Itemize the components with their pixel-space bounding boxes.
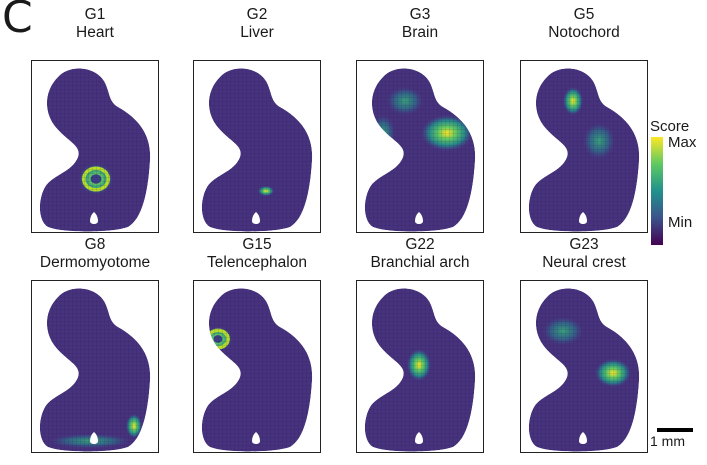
tile-title: G23 Neural crest	[520, 236, 648, 274]
tile-g2: G2 Liver	[193, 6, 321, 233]
section-notch	[90, 432, 98, 444]
tile-g3: G3 Brain	[356, 6, 484, 233]
scale-bar-label: 1 mm	[650, 433, 685, 449]
tile-title: G1 Heart	[31, 6, 159, 44]
embryo-heatmap	[201, 68, 313, 232]
tile-title: G15 Telencephalon	[193, 236, 321, 274]
gene-id: G23	[569, 236, 599, 253]
section-notch	[415, 212, 423, 224]
tissue-label: Neural crest	[542, 254, 626, 271]
section-notch	[579, 212, 587, 224]
section-notch	[252, 432, 260, 444]
embryo-heatmap	[528, 288, 640, 452]
pixel-grid	[364, 68, 476, 232]
pixel-grid	[201, 68, 313, 232]
tissue-label: Branchial arch	[370, 254, 470, 271]
gene-id: G1	[84, 6, 106, 23]
embryo-heatmap	[39, 288, 151, 452]
tissue-label: Dermomyotome	[39, 254, 151, 271]
tile-g8: G8 Dermomyotome	[31, 236, 159, 453]
tile-g15: G15 Telencephalon	[193, 236, 321, 453]
tissue-map	[31, 60, 159, 233]
pixel-grid	[39, 68, 151, 232]
tissue-map	[520, 280, 648, 453]
panel-letter: C	[2, 0, 33, 43]
tissue-label: Telencephalon	[207, 254, 307, 271]
legend-max-label: Max	[668, 134, 697, 151]
section-notch	[415, 432, 423, 444]
pixel-grid	[528, 68, 640, 232]
tissue-map	[31, 280, 159, 453]
gene-id: G22	[405, 236, 435, 253]
tile-title: G3 Brain	[356, 6, 484, 44]
tissue-map	[356, 60, 484, 233]
tissue-map	[520, 60, 648, 233]
tile-g5: G5 Notochord	[520, 6, 648, 233]
embryo-heatmap	[201, 288, 313, 452]
tile-title: G8 Dermomyotome	[31, 236, 159, 274]
gene-id: G3	[409, 6, 431, 23]
tile-title: G2 Liver	[193, 6, 321, 44]
pixel-grid	[39, 288, 151, 452]
tissue-map	[193, 280, 321, 453]
embryo-heatmap	[364, 288, 476, 452]
tile-title: G5 Notochord	[520, 6, 648, 44]
embryo-heatmap	[39, 68, 151, 232]
colormap-bar	[651, 137, 663, 245]
tissue-label: Brain	[401, 24, 439, 41]
scale-bar	[657, 428, 693, 432]
section-notch	[252, 212, 260, 224]
tile-g23: G23 Neural crest	[520, 236, 648, 453]
gene-id: G5	[573, 6, 595, 23]
gene-id: G2	[246, 6, 268, 23]
pixel-grid	[528, 288, 640, 452]
pixel-grid	[364, 288, 476, 452]
tissue-label: Heart	[76, 24, 114, 41]
tissue-label: Liver	[240, 24, 274, 41]
tile-title: G22 Branchial arch	[356, 236, 484, 274]
tile-g1: G1 Heart	[31, 6, 159, 233]
gene-id: G8	[84, 236, 106, 253]
section-notch	[90, 212, 98, 224]
gene-id: G15	[242, 236, 272, 253]
embryo-heatmap	[364, 68, 476, 232]
legend-title: Score	[650, 118, 690, 135]
embryo-heatmap	[528, 68, 640, 232]
section-notch	[579, 432, 587, 444]
tissue-map	[356, 280, 484, 453]
pixel-grid	[201, 288, 313, 452]
tissue-map	[193, 60, 321, 233]
tile-g22: G22 Branchial arch	[356, 236, 484, 453]
legend-min-label: Min	[668, 214, 693, 231]
tissue-label: Notochord	[548, 24, 620, 41]
